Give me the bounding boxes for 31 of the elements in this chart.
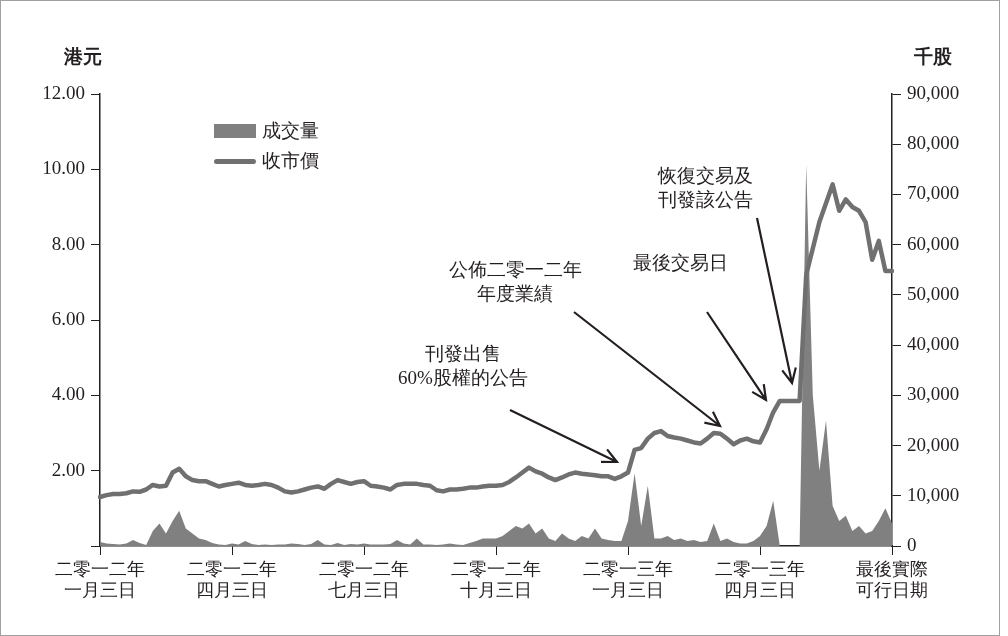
y2-tick-label: 20,000 <box>907 433 960 455</box>
x-tick-label: 二零一二年七月三日 <box>319 558 409 601</box>
y2-tick-label: 0 <box>907 533 917 555</box>
y2-tick-label: 10,000 <box>907 483 960 505</box>
legend-label: 收市價 <box>262 149 319 173</box>
x-tick-label: 二零一二年一月三日 <box>55 558 145 601</box>
annotation: 公佈二零一二年年度業績 <box>448 258 582 306</box>
y-tick-label: 2.00 <box>51 458 85 480</box>
x-tick-label: 最後實際可行日期 <box>856 558 928 601</box>
x-tick-label: 二零一二年四月三日 <box>187 558 277 601</box>
y2-tick-label: 80,000 <box>907 132 960 154</box>
y2-axis-title: 千股 <box>914 45 952 69</box>
y-tick-label: 10.00 <box>42 157 85 179</box>
legend-label: 成交量 <box>262 119 319 143</box>
y-axis-title: 港元 <box>64 45 102 69</box>
y-tick-label: 8.00 <box>51 232 85 254</box>
y2-tick-label: 40,000 <box>907 333 960 355</box>
y2-tick-label: 90,000 <box>907 81 960 103</box>
x-tick-label: 二零一二年十月三日 <box>451 558 541 601</box>
y2-tick-label: 50,000 <box>907 282 960 304</box>
y2-tick-label: 30,000 <box>907 383 960 405</box>
y2-tick-label: 70,000 <box>907 182 960 204</box>
y-tick-label: 4.00 <box>51 383 85 405</box>
y-tick-label: 6.00 <box>51 307 85 329</box>
annotation: 刊發出售60%股權的公告 <box>398 342 528 390</box>
y-tick-label: 12.00 <box>42 81 85 103</box>
annotation: 恢復交易及刊發該公告 <box>657 164 753 212</box>
x-tick-label: 二零一三年一月三日 <box>583 558 673 601</box>
annotation: 最後交易日 <box>632 251 728 275</box>
x-tick-label: 二零一三年四月三日 <box>715 558 805 601</box>
y2-tick-label: 60,000 <box>907 232 960 254</box>
